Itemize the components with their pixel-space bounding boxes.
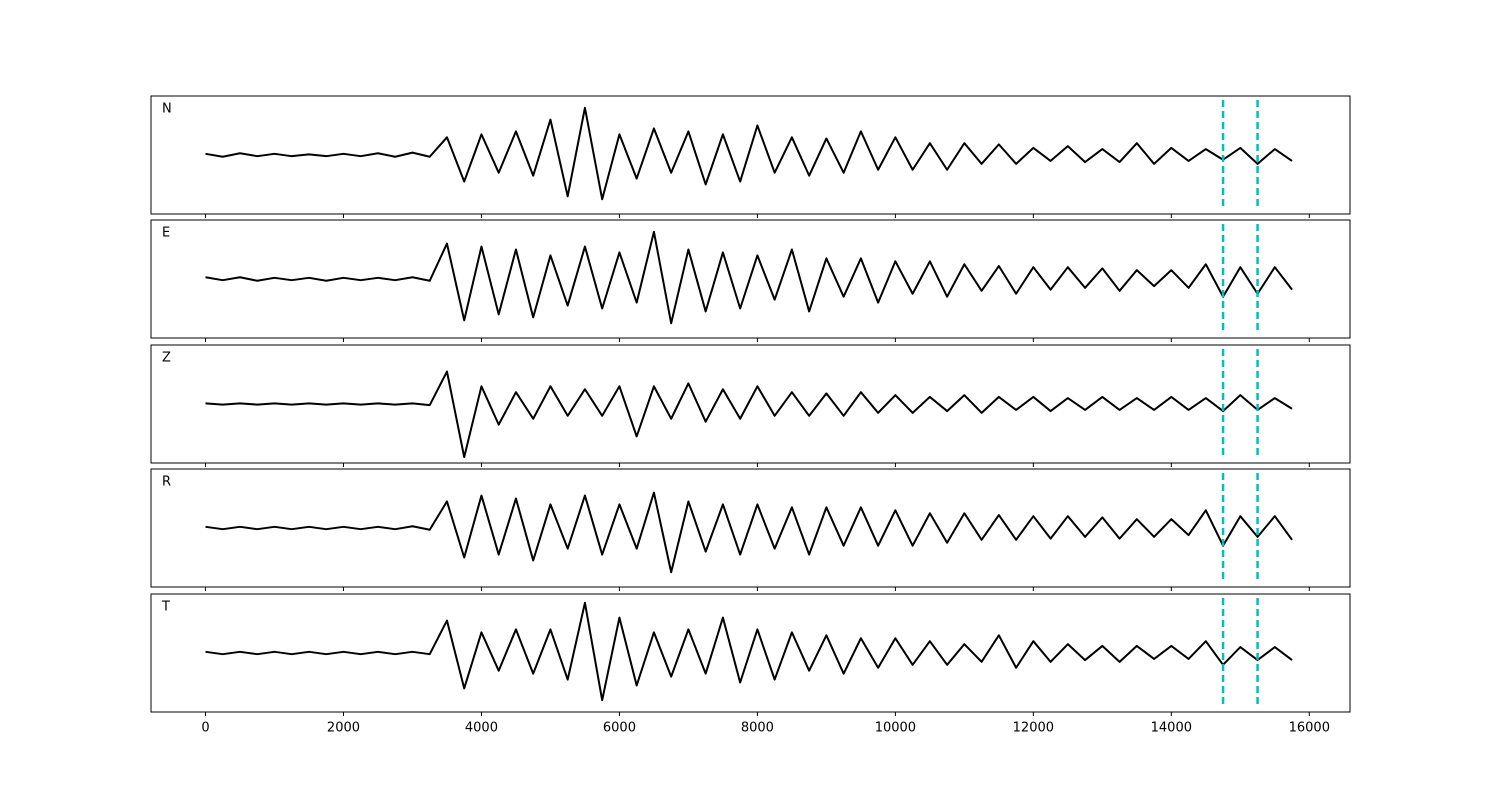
x-tick-label: 12000 bbox=[1013, 721, 1054, 736]
panel-label: T bbox=[161, 600, 170, 615]
x-tick-label: 14000 bbox=[1151, 721, 1192, 736]
panel-frame bbox=[150, 219, 1351, 339]
trace bbox=[205, 601, 1293, 702]
x-tick-label: 8000 bbox=[741, 721, 774, 736]
panel-label: Z bbox=[162, 351, 171, 366]
x-tick-label: 6000 bbox=[603, 721, 636, 736]
x-tick-label: 16000 bbox=[1289, 721, 1330, 736]
panel-frame bbox=[150, 95, 1351, 215]
trace bbox=[205, 370, 1293, 459]
panel-frame bbox=[150, 344, 1351, 464]
trace bbox=[205, 106, 1293, 201]
x-tick-label: 0 bbox=[201, 721, 209, 736]
panel-label: E bbox=[162, 226, 170, 241]
panel-label: R bbox=[162, 475, 171, 490]
trace bbox=[205, 230, 1293, 325]
panel-frame bbox=[150, 468, 1351, 588]
panel-frame bbox=[150, 593, 1351, 713]
panel-label: N bbox=[162, 102, 172, 117]
trace bbox=[205, 491, 1293, 574]
x-tick-label: 10000 bbox=[875, 721, 916, 736]
x-tick-label: 4000 bbox=[465, 721, 498, 736]
x-tick-label: 2000 bbox=[327, 721, 360, 736]
